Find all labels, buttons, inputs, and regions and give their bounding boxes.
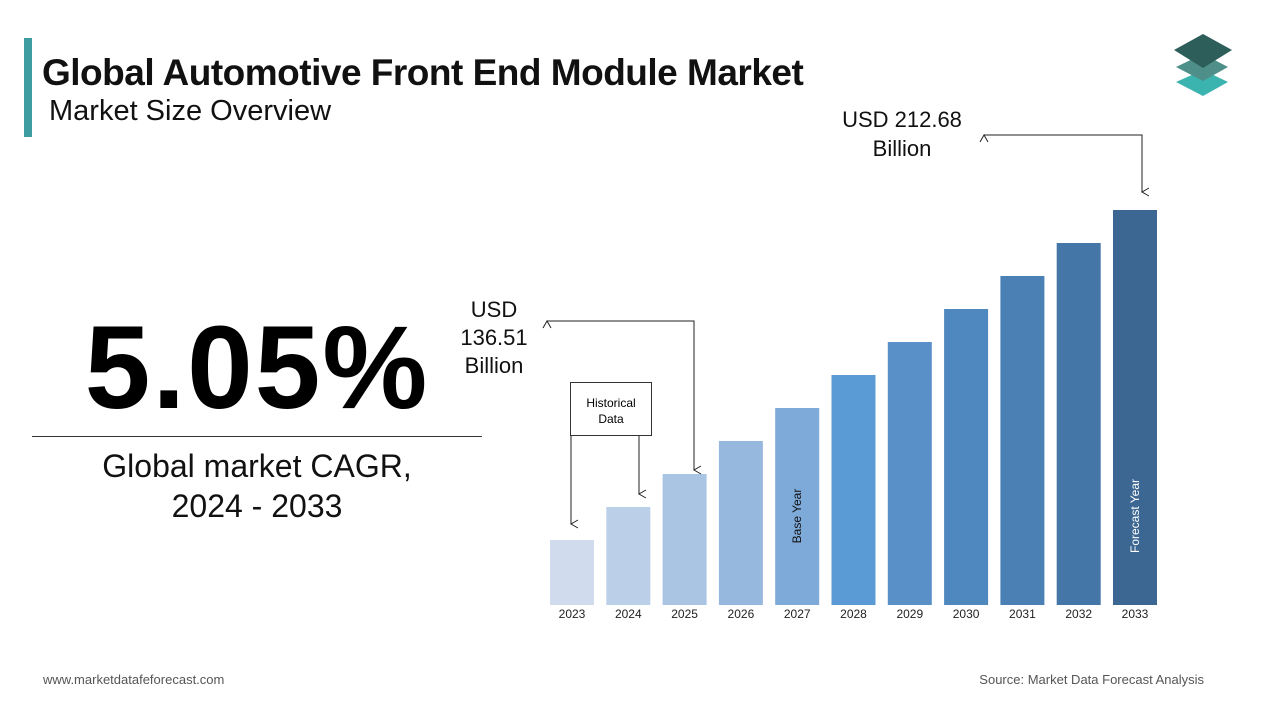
base-year-label: Base Year <box>790 489 804 544</box>
cagr-label: Global market CAGR, 2024 - 2033 <box>32 446 482 526</box>
x-tick-label: 2024 <box>615 607 642 621</box>
bar-2029 <box>887 342 932 605</box>
end-line1: USD 212.68 <box>842 107 962 132</box>
forecast-year-label: Forecast Year <box>1128 479 1142 553</box>
start-line3: Billion <box>464 353 524 378</box>
bar-2027 <box>775 408 820 605</box>
bar-2030 <box>944 309 989 605</box>
x-tick-label: 2023 <box>559 607 586 621</box>
historical-line2: Data <box>598 412 624 426</box>
bar-2033 <box>1113 210 1157 605</box>
x-tick-label: 2031 <box>1009 607 1036 621</box>
source-note: Source: Market Data Forecast Analysis <box>979 672 1204 687</box>
bar-2031 <box>1000 276 1045 605</box>
bar-2026 <box>718 441 763 605</box>
website-link[interactable]: www.marketdatafeforecast.com <box>43 672 225 687</box>
end-value-label: USD 212.68 Billion <box>822 105 982 163</box>
page-title: Global Automotive Front End Module Marke… <box>42 52 804 93</box>
bar-2025 <box>662 474 707 605</box>
cagr-label-line2: 2024 - 2033 <box>171 488 343 524</box>
end-line2: Billion <box>872 136 932 161</box>
bar-2032 <box>1056 243 1101 605</box>
x-tick-label: 2025 <box>671 607 698 621</box>
x-tick-label: 2030 <box>953 607 980 621</box>
bar-2023 <box>550 540 594 605</box>
divider <box>32 436 482 437</box>
x-tick-label: 2028 <box>840 607 867 621</box>
cagr-value: 5.05% <box>84 302 430 434</box>
x-tick-label: 2032 <box>1065 607 1092 621</box>
x-tick-label: 2029 <box>896 607 923 621</box>
cagr-label-line1: Global market CAGR, <box>102 448 412 484</box>
page-subtitle: Market Size Overview <box>49 95 332 127</box>
x-tick-label: 2026 <box>728 607 755 621</box>
accent-bar <box>24 38 32 137</box>
historical-line1: Historical <box>586 396 636 410</box>
bar-2028 <box>831 375 876 605</box>
logo-icon <box>1174 34 1232 96</box>
start-arrow <box>542 319 702 475</box>
start-line1: USD <box>470 297 518 322</box>
historical-data-box: Historical Data <box>570 382 652 436</box>
start-value-label: USD 136.51 Billion <box>444 296 544 380</box>
x-tick-label: 2027 <box>784 607 811 621</box>
bar-2024 <box>606 507 651 605</box>
end-arrow <box>979 133 1150 197</box>
x-tick-label: 2033 <box>1122 607 1149 621</box>
start-line2: 136.51 <box>460 325 528 350</box>
